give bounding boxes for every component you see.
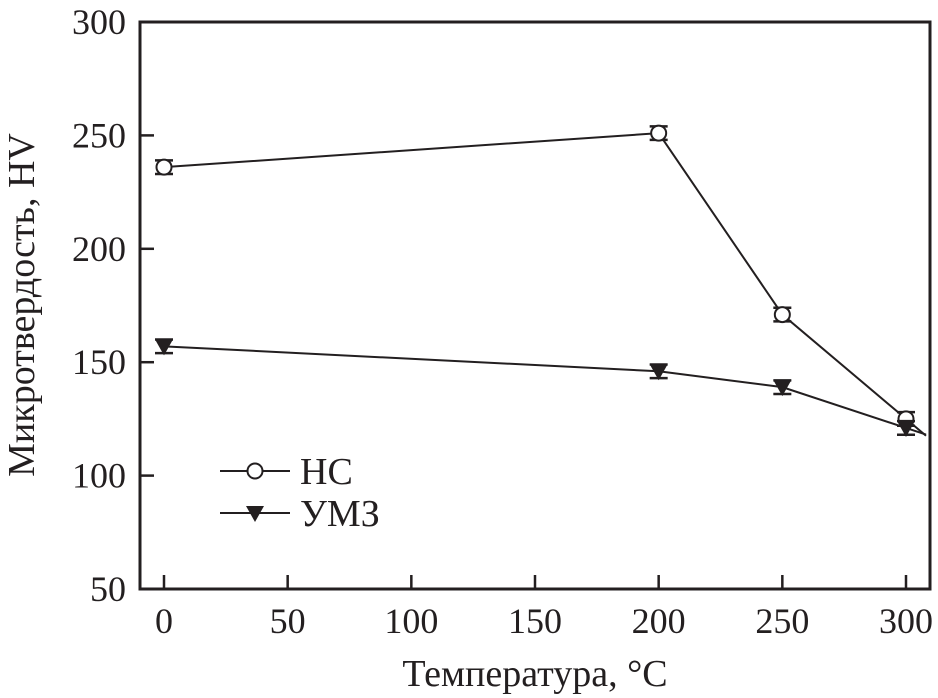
x-axis-label: Температура, °C — [402, 653, 667, 695]
data-point — [897, 420, 915, 437]
x-tick-label: 200 — [632, 601, 686, 641]
x-tick-label: 100 — [384, 601, 438, 641]
y-tick-label: 250 — [72, 115, 126, 155]
legend-marker — [246, 462, 264, 480]
series-2 — [155, 338, 927, 437]
x-tick-label: 150 — [508, 601, 562, 641]
series-line — [163, 132, 927, 437]
legend-marker — [246, 506, 264, 522]
y-tick-label: 200 — [72, 229, 126, 269]
plot-frame — [138, 20, 932, 591]
data-point — [649, 364, 668, 381]
data-point — [773, 380, 792, 397]
y-tick-label: 300 — [72, 2, 126, 42]
x-tick-label: 300 — [879, 601, 933, 641]
y-tick-label: 100 — [72, 456, 126, 496]
series-line — [163, 345, 927, 436]
data-point — [155, 339, 173, 356]
x-tick-label: 250 — [755, 601, 809, 641]
series-1 — [155, 124, 927, 437]
data-point — [155, 158, 173, 176]
legend-label: НС — [300, 451, 353, 493]
data-point — [773, 306, 791, 324]
y-tick-label: 50 — [90, 569, 126, 609]
y-tick-label: 150 — [72, 342, 126, 382]
legend-label: УМЗ — [300, 493, 380, 535]
y-axis-label: Микротвердость, HV — [1, 133, 43, 477]
x-tick-label: 50 — [270, 601, 306, 641]
data-point — [650, 124, 668, 142]
x-tick-label: 0 — [155, 601, 173, 641]
